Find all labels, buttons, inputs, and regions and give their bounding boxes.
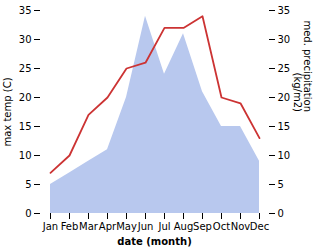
svg-text:35: 35 <box>278 5 291 16</box>
svg-text:Jun: Jun <box>137 221 154 232</box>
svg-text:max temp (C): max temp (C) <box>2 77 13 146</box>
svg-text:Mar: Mar <box>79 221 99 232</box>
svg-text:Feb: Feb <box>61 221 79 232</box>
svg-text:date (month): date (month) <box>117 236 191 247</box>
svg-text:Jan: Jan <box>42 221 58 232</box>
svg-text:Oct: Oct <box>213 221 230 232</box>
svg-text:5: 5 <box>278 179 284 190</box>
svg-text:10: 10 <box>278 150 291 161</box>
svg-text:May: May <box>116 221 137 232</box>
svg-text:Dec: Dec <box>250 221 269 232</box>
svg-text:15: 15 <box>278 121 291 132</box>
svg-text:35: 35 <box>19 5 32 16</box>
svg-text:25: 25 <box>19 63 32 74</box>
svg-text:Aug: Aug <box>174 221 194 232</box>
svg-text:5: 5 <box>25 179 31 190</box>
svg-text:Apr: Apr <box>99 221 117 232</box>
svg-text:10: 10 <box>19 150 32 161</box>
svg-text:30: 30 <box>19 34 32 45</box>
svg-text:0: 0 <box>25 208 31 219</box>
svg-text:15: 15 <box>19 121 32 132</box>
svg-text:25: 25 <box>278 63 291 74</box>
svg-text:med. precipitation(kg/m2): med. precipitation(kg/m2) <box>292 20 313 112</box>
svg-text:20: 20 <box>278 92 291 103</box>
svg-text:Jul: Jul <box>157 221 170 232</box>
svg-text:Nov: Nov <box>231 221 251 232</box>
svg-text:30: 30 <box>278 34 291 45</box>
svg-text:Sep: Sep <box>193 221 212 232</box>
svg-text:0: 0 <box>278 208 284 219</box>
svg-text:20: 20 <box>19 92 32 103</box>
